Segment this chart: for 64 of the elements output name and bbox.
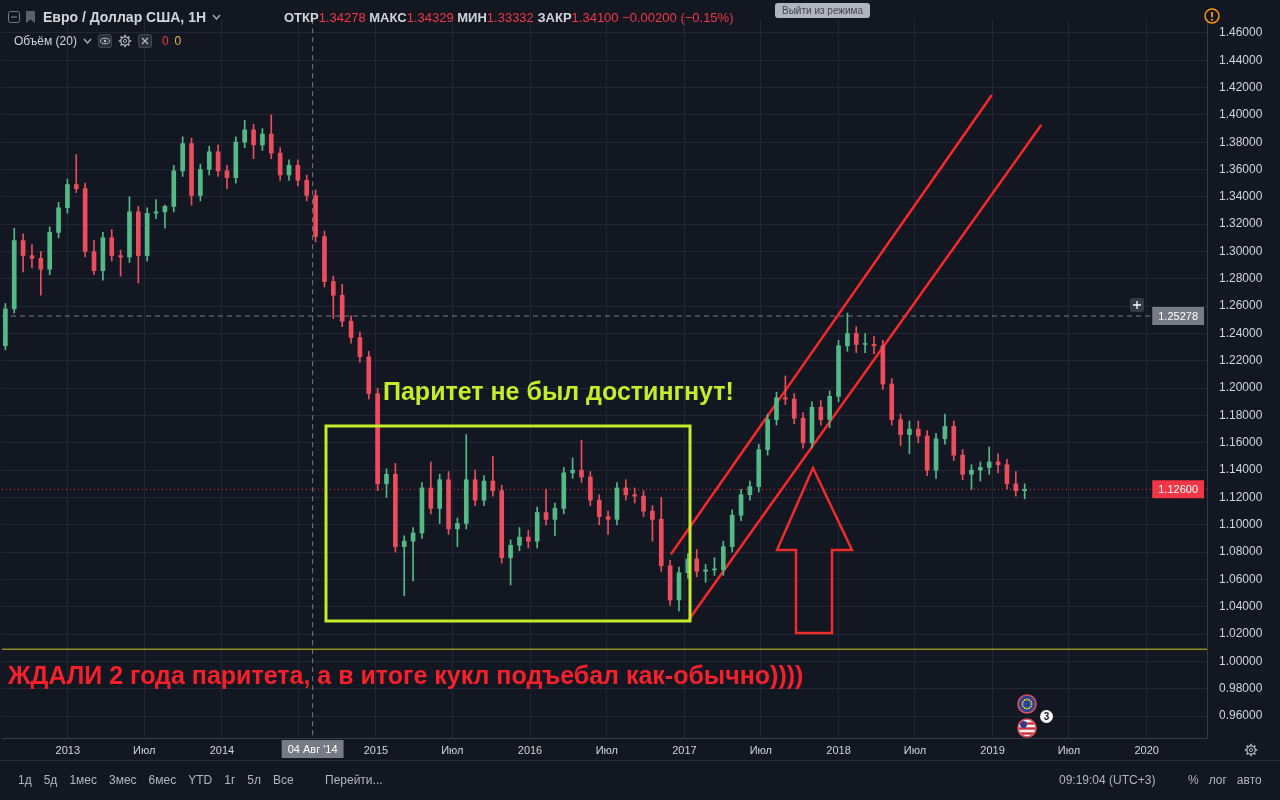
y-tick-label: 1.16000	[1219, 435, 1263, 450]
annotation: Объём (20)	[14, 34, 77, 48]
candlestick	[401, 535, 407, 597]
ref-line-label: 04 Авг '14	[287, 742, 338, 755]
y-tick-label: 1.22000	[1219, 353, 1263, 368]
y-tick-label: 1.00000	[1219, 653, 1263, 668]
y-tick-label: 0.98000	[1219, 681, 1263, 696]
y-tick-label: 1.26000	[1219, 298, 1263, 313]
x-tick-label: Июл	[749, 743, 773, 756]
y-tick-label: 1.18000	[1219, 407, 1263, 422]
y-tick-label: 1.02000	[1219, 626, 1263, 641]
y-tick-label: 1.06000	[1219, 571, 1263, 586]
ref-line-label: 1.12600	[1158, 482, 1198, 495]
y-tick-label: 1.20000	[1219, 380, 1263, 395]
y-tick-label: 1.38000	[1219, 134, 1263, 149]
annotation: ЖДАЛИ 2 года паритета, а в итоге кукл подъебал как-обычно))))	[8, 661, 804, 690]
x-tick-label: Июл	[1057, 743, 1081, 756]
candlestick	[862, 333, 868, 353]
ref-line-label: 1.25278	[1158, 309, 1198, 322]
x-tick-label: 2013	[55, 743, 81, 756]
y-tick-label: 1.04000	[1219, 599, 1263, 614]
chart-subtitle: ОТКР1.34278 МАКС1.34329 МИН1.33332 ЗАКР1.34100 −0.00200 (−0.15%)	[284, 10, 734, 25]
candlestick	[605, 510, 611, 535]
text: Перейти...	[325, 773, 383, 787]
annotation: Паритет не был достингнут!	[383, 377, 734, 406]
x-tick-label: 2017	[672, 743, 697, 756]
y-tick-label: 1.42000	[1219, 79, 1263, 94]
chart-title: Евро / Доллар США, 1Н	[43, 9, 207, 25]
y-tick-label: 1.14000	[1219, 462, 1263, 477]
candlestick	[543, 488, 549, 526]
y-tick-label: 1.12000	[1219, 489, 1263, 504]
x-tick-label: 2019	[980, 743, 1005, 756]
text: 09:19:04 (UTC+3)	[1059, 773, 1156, 787]
candlestick	[29, 244, 35, 269]
x-tick-label: 2014	[209, 743, 235, 756]
y-tick-label: 1.30000	[1219, 243, 1263, 258]
annotation: 3	[1040, 710, 1053, 723]
y-tick-label: 1.40000	[1219, 107, 1263, 122]
y-tick-label: 1.28000	[1219, 271, 1263, 286]
x-tick-label: 2016	[517, 743, 543, 756]
y-tick-label: 1.46000	[1219, 25, 1263, 40]
x-tick-label: Июл	[133, 743, 156, 756]
x-tick-label: Июл	[903, 743, 927, 756]
candlestick	[986, 446, 992, 475]
y-tick-label: 1.10000	[1219, 517, 1263, 532]
y-tick-label: 1.36000	[1219, 161, 1263, 176]
text: 1д 5д 1мес 3мес 6мес YTD 1г 5л Все	[18, 773, 294, 787]
y-tick-label: 0.96000	[1219, 708, 1263, 723]
text: Выйти из режима	[775, 3, 871, 18]
y-tick-label: 1.34000	[1219, 189, 1263, 204]
candlestick	[632, 487, 638, 504]
y-tick-label: 1.32000	[1219, 216, 1263, 231]
text: % лог авто	[1188, 773, 1262, 787]
y-tick-label: 1.44000	[1219, 52, 1263, 67]
annotation: 0	[161, 34, 169, 48]
candlestick	[73, 154, 79, 194]
x-tick-label: 2015	[363, 743, 389, 756]
x-tick-label: Июл	[441, 743, 464, 756]
x-tick-label: 2020	[1134, 743, 1159, 756]
annotation: 0	[174, 34, 182, 48]
y-tick-label: 1.08000	[1219, 544, 1263, 559]
x-tick-label: 2018	[826, 743, 851, 756]
x-tick-label: Июл	[595, 743, 618, 756]
y-tick-label: 1.24000	[1219, 325, 1263, 340]
